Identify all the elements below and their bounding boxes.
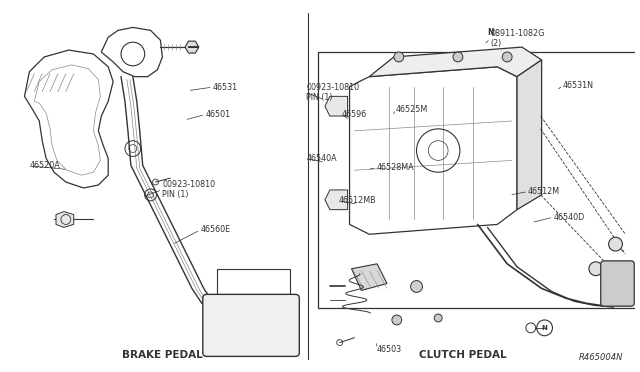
FancyBboxPatch shape xyxy=(203,294,300,356)
Text: 46512M: 46512M xyxy=(528,187,560,196)
Text: 46512MB: 46512MB xyxy=(339,196,376,205)
Text: 00923-10810
PIN (1): 00923-10810 PIN (1) xyxy=(306,83,359,102)
Text: 46520A: 46520A xyxy=(30,161,61,170)
Polygon shape xyxy=(369,47,541,77)
Text: 46525M: 46525M xyxy=(396,105,428,113)
Text: 46501: 46501 xyxy=(205,110,230,119)
Polygon shape xyxy=(325,96,348,116)
Circle shape xyxy=(609,237,623,251)
Circle shape xyxy=(394,52,404,62)
Circle shape xyxy=(411,280,422,292)
Circle shape xyxy=(589,262,603,276)
Polygon shape xyxy=(517,60,541,210)
Circle shape xyxy=(453,52,463,62)
Polygon shape xyxy=(351,264,387,291)
Text: N: N xyxy=(487,28,493,37)
Text: CLUTCH PEDAL: CLUTCH PEDAL xyxy=(419,350,507,360)
Text: 46531N: 46531N xyxy=(563,81,594,90)
Text: 46531: 46531 xyxy=(213,83,238,92)
Text: BRAKE PEDAL: BRAKE PEDAL xyxy=(122,350,203,360)
Text: 46503: 46503 xyxy=(377,344,402,353)
FancyBboxPatch shape xyxy=(601,261,634,306)
Bar xyxy=(216,269,291,318)
Circle shape xyxy=(392,315,402,325)
Bar xyxy=(318,52,640,308)
Text: 46560E: 46560E xyxy=(200,225,230,234)
Circle shape xyxy=(502,52,512,62)
Circle shape xyxy=(435,314,442,322)
Text: 46528MA: 46528MA xyxy=(377,163,414,172)
Text: 00923-10810
PIN (1): 00923-10810 PIN (1) xyxy=(163,180,216,199)
Text: 46540D: 46540D xyxy=(553,213,584,222)
Polygon shape xyxy=(56,212,74,227)
Text: 08911-1082G
(2): 08911-1082G (2) xyxy=(490,29,545,48)
Text: 46540A: 46540A xyxy=(306,154,337,163)
Text: N: N xyxy=(541,325,548,331)
Text: R465004N: R465004N xyxy=(579,353,623,362)
Text: 46596: 46596 xyxy=(342,110,367,119)
Polygon shape xyxy=(185,41,199,53)
Polygon shape xyxy=(325,190,348,210)
